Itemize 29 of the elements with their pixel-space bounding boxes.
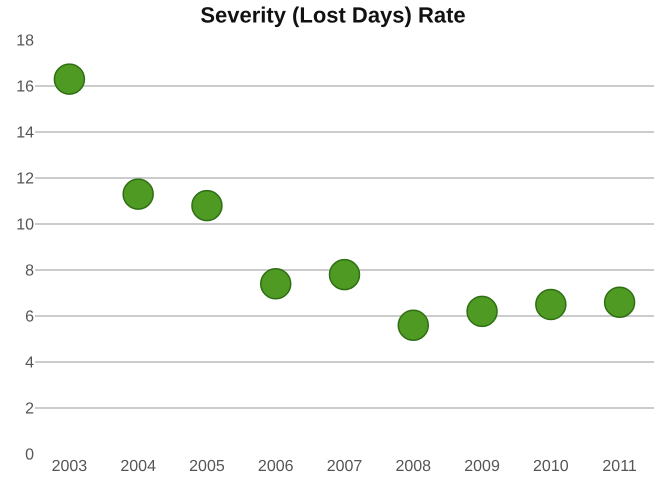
y-tick-label: 12 <box>16 170 34 188</box>
point <box>535 288 567 320</box>
y-tick-label: 2 <box>25 400 34 418</box>
point <box>54 63 86 95</box>
point <box>328 258 360 290</box>
x-tick-label: 2011 <box>602 458 637 475</box>
y-tick-label: 4 <box>25 354 34 372</box>
chart-title: Severity (Lost Days) Rate <box>200 2 466 28</box>
point <box>604 286 636 318</box>
x-tick-label: 2008 <box>395 458 432 475</box>
y-tick-label: 14 <box>16 124 34 142</box>
y-tick-label: 0 <box>25 446 34 464</box>
x-tick-label: 2005 <box>189 458 225 475</box>
x-tick-label: 2004 <box>120 458 156 475</box>
x-tick-label: 2007 <box>326 458 362 475</box>
point <box>260 268 292 300</box>
point <box>122 178 154 210</box>
y-tick-label: 10 <box>16 216 34 234</box>
point <box>398 309 430 341</box>
x-tick-label: 2006 <box>258 458 294 475</box>
x-tick-label: 2009 <box>464 458 500 475</box>
x-tick-label: 2010 <box>533 458 569 475</box>
point <box>191 190 223 222</box>
y-tick-label: 8 <box>25 262 34 280</box>
y-tick-label: 6 <box>25 308 34 326</box>
point <box>466 296 498 328</box>
y-tick-label: 16 <box>16 78 34 96</box>
x-tick-label: 2003 <box>52 458 88 475</box>
y-tick-label: 18 <box>16 32 34 50</box>
